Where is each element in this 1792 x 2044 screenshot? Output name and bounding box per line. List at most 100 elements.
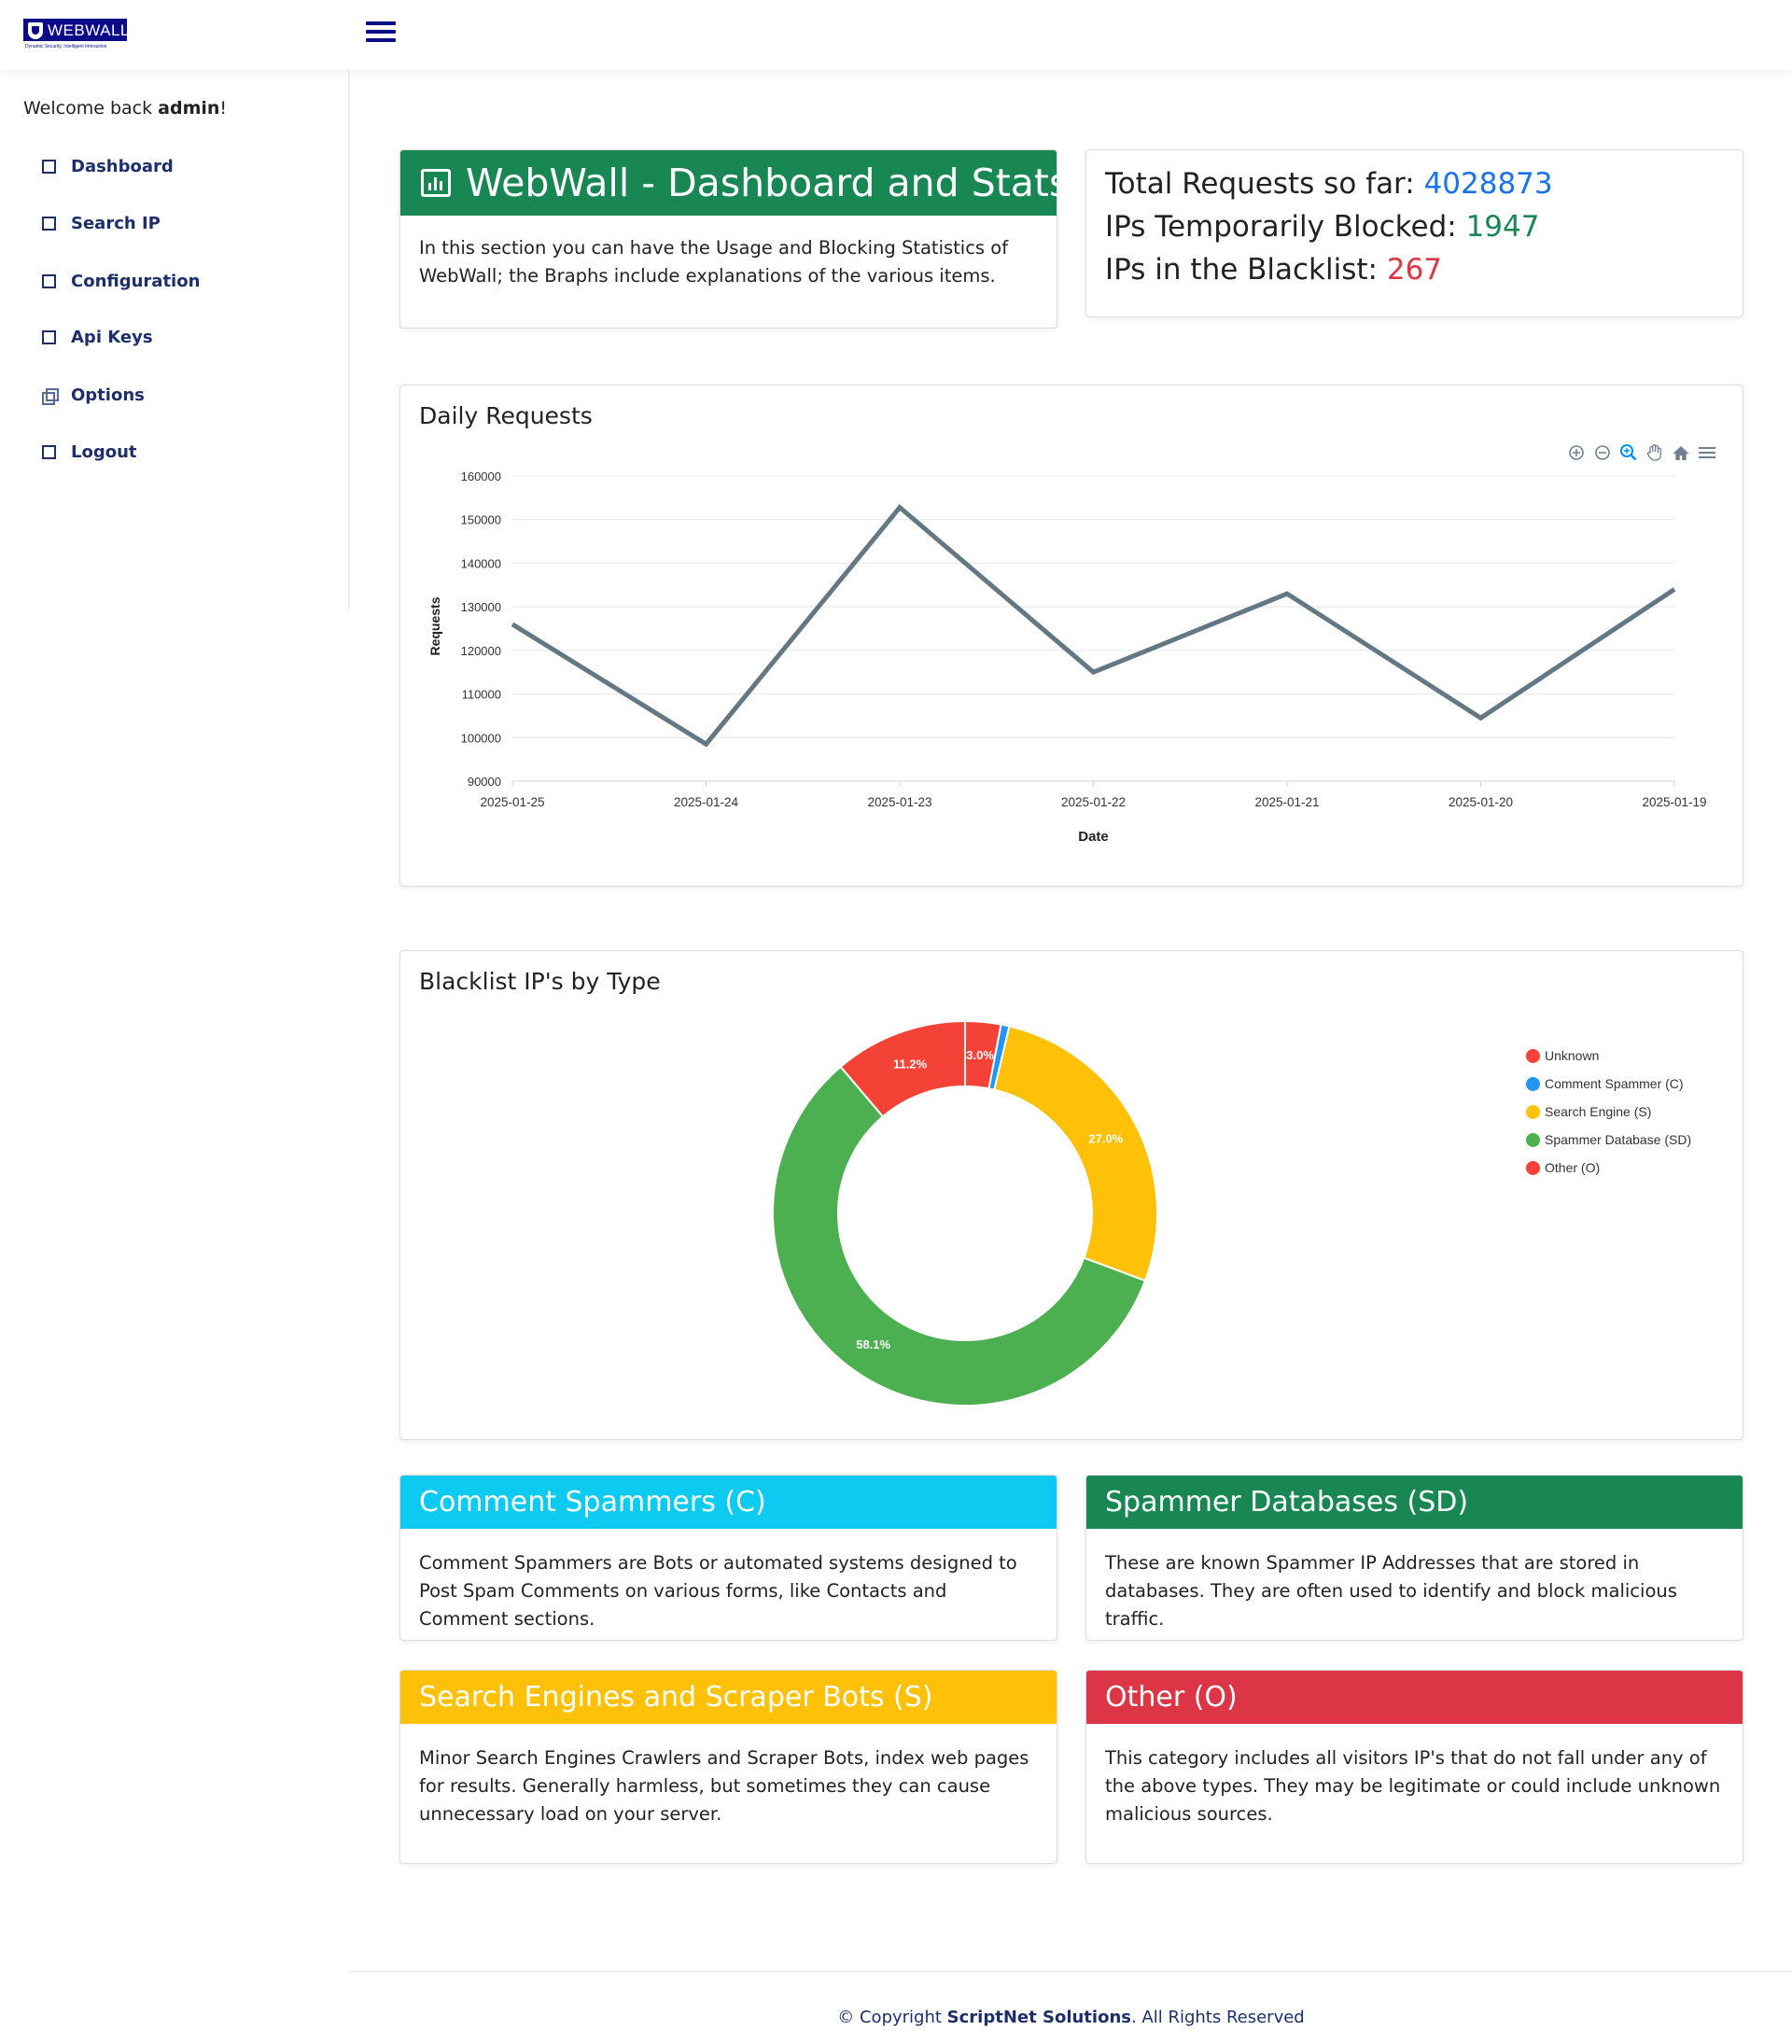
- temporarily-blocked-stat: IPs Temporarily Blocked: 1947: [1105, 210, 1540, 244]
- x-tick-label: 2025-01-21: [1254, 795, 1319, 809]
- logo-text: WEBWALL: [48, 21, 130, 39]
- dashboard-header: WebWall - Dashboard and Stats: [400, 150, 1069, 216]
- other-card: Other (O) This category includes all vis…: [1085, 1670, 1743, 1864]
- sidebar-item-search-ip[interactable]: Search IP: [42, 210, 161, 236]
- card-text: Comment Spammers are Bots or automated s…: [419, 1552, 1017, 1630]
- x-tick-label: 2025-01-24: [674, 795, 739, 809]
- selection-zoom-icon[interactable]: [1619, 443, 1638, 462]
- stats-summary-card: Total Requests so far: 4028873 IPs Tempo…: [1085, 149, 1743, 317]
- legend-item[interactable]: Unknown: [1526, 1042, 1691, 1070]
- zoom-in-icon[interactable]: [1567, 443, 1586, 462]
- card-header: Spammer Databases (SD): [1086, 1476, 1743, 1529]
- sidebar-item-dashboard[interactable]: Dashboard: [42, 153, 174, 179]
- x-tick-label: 2025-01-19: [1642, 795, 1706, 809]
- chart-legend: Unknown Comment Spammer (C) Search Engine …: [1526, 1042, 1691, 1182]
- x-axis-label: Date: [1078, 829, 1109, 845]
- logo-tagline: Dynamic Security, Intelligent Interactio…: [25, 44, 107, 49]
- legend-label: Unknown: [1545, 1048, 1600, 1063]
- x-tick-label: 2025-01-23: [867, 795, 931, 809]
- sidebar-item-options[interactable]: Options: [42, 382, 145, 408]
- dashboard-description: In this section you can have the Usage a…: [419, 237, 1009, 287]
- slice-data-label: 11.2%: [893, 1057, 928, 1071]
- dashboard-intro-card: WebWall - Dashboard and Stats In this se…: [399, 149, 1069, 329]
- blacklist-by-type-card: Blacklist IP's by Type 3.0% 27.0% 58.1% 11.…: [399, 950, 1743, 1440]
- welcome-message: Welcome back admin!: [23, 98, 228, 119]
- sidebar-item-api-keys[interactable]: Api Keys: [42, 324, 153, 350]
- sidebar-item-logout[interactable]: Logout: [42, 439, 137, 465]
- legend-label: Comment Spammer (C): [1545, 1076, 1684, 1091]
- pan-hand-icon[interactable]: [1645, 443, 1664, 462]
- square-icon: [42, 273, 56, 288]
- legend-marker: [1526, 1132, 1540, 1147]
- card-header: Comment Spammers (C): [400, 1476, 1057, 1529]
- legend-label: Spammer Database (SD): [1545, 1132, 1692, 1147]
- sidebar-item-label: Options: [71, 385, 145, 405]
- legend-label: Other (O): [1545, 1160, 1601, 1175]
- legend-item[interactable]: Other (O): [1526, 1154, 1691, 1182]
- donut-slice: [839, 1019, 966, 1118]
- chart-toolbar: [1567, 443, 1716, 462]
- square-icon: [42, 159, 56, 174]
- menu-icon[interactable]: [1698, 443, 1716, 462]
- blocked-value: 1947: [1465, 210, 1540, 244]
- slice-data-label: 3.0%: [966, 1048, 994, 1062]
- square-icon: [42, 216, 56, 231]
- blacklist-value: 267: [1386, 253, 1443, 287]
- legend-label: Search Engine (S): [1545, 1104, 1652, 1119]
- footer: © Copyright ScriptNet Solutions. All Rig…: [350, 1971, 1792, 2044]
- y-tick-label: 140000: [461, 556, 501, 570]
- donut-slice: [772, 1065, 1147, 1407]
- donut-slice: [993, 1025, 1158, 1282]
- logo-badge: WEBWALL: [23, 19, 130, 41]
- legend-marker: [1526, 1160, 1540, 1175]
- copy-icon: [42, 387, 59, 405]
- legend-item[interactable]: Search Engine (S): [1526, 1098, 1691, 1126]
- legend-marker: [1526, 1104, 1540, 1119]
- x-tick-label: 2025-01-25: [480, 795, 544, 809]
- blacklist-stat: IPs in the Blacklist: 267: [1105, 253, 1443, 287]
- sidebar-item-label: Search IP: [71, 213, 161, 233]
- shield-icon: [28, 22, 43, 39]
- total-requests-stat: Total Requests so far: 4028873: [1105, 167, 1553, 201]
- legend-item[interactable]: Comment Spammer (C): [1526, 1070, 1691, 1098]
- sidebar-item-configuration[interactable]: Configuration: [42, 268, 200, 294]
- card-header: Other (O): [1086, 1671, 1743, 1724]
- username: admin: [158, 98, 220, 119]
- sidebar-item-label: Api Keys: [71, 327, 153, 347]
- card-text: These are known Spammer IP Addresses tha…: [1105, 1552, 1677, 1630]
- card-text: Minor Search Engines Crawlers and Scrape…: [419, 1747, 1029, 1825]
- slice-data-label: 58.1%: [856, 1337, 890, 1351]
- chart-title: Blacklist IP's by Type: [419, 968, 661, 995]
- y-tick-label: 160000: [461, 469, 501, 483]
- daily-requests-line-chart: 90000 100000 110000 120000 130000 140000 15000…: [427, 469, 1707, 845]
- y-tick-label: 90000: [468, 775, 501, 789]
- hamburger-menu-icon[interactable]: [366, 21, 396, 49]
- y-tick-label: 110000: [462, 688, 501, 702]
- company-link[interactable]: ScriptNet Solutions: [946, 2008, 1131, 2027]
- legend-marker: [1526, 1076, 1540, 1091]
- x-tick-label: 2025-01-20: [1449, 795, 1513, 809]
- y-tick-label: 120000: [461, 644, 501, 658]
- top-bar: WEBWALL Dynamic Security, Intelligent In…: [0, 0, 1792, 70]
- comment-spammers-card: Comment Spammers (C) Comment Spammers ar…: [399, 1475, 1057, 1641]
- y-tick-label: 150000: [461, 513, 501, 527]
- blacklist-donut-chart: 3.0% 27.0% 58.1% 11.2%: [772, 1019, 1158, 1407]
- slice-data-label: 27.0%: [1088, 1132, 1123, 1146]
- total-requests-value: 4028873: [1423, 167, 1553, 201]
- zoom-out-icon[interactable]: [1593, 443, 1612, 462]
- legend-item[interactable]: Spammer Database (SD): [1526, 1126, 1691, 1154]
- legend-marker: [1526, 1048, 1540, 1063]
- x-tick-label: 2025-01-22: [1061, 795, 1126, 809]
- reset-home-icon[interactable]: [1672, 443, 1690, 462]
- sidebar: Welcome back admin! Dashboard Search IP …: [0, 70, 350, 611]
- spammer-databases-card: Spammer Databases (SD) These are known S…: [1085, 1475, 1743, 1641]
- webwall-logo[interactable]: WEBWALL Dynamic Security, Intelligent In…: [23, 19, 130, 50]
- y-tick-label: 100000: [461, 731, 501, 745]
- sidebar-item-label: Dashboard: [71, 156, 174, 176]
- card-text: This category includes all visitors IP's…: [1105, 1747, 1721, 1825]
- square-icon: [42, 444, 56, 459]
- square-icon: [42, 329, 56, 344]
- copyright-text: © Copyright ScriptNet Solutions. All Rig…: [837, 2008, 1305, 2027]
- search-engines-card: Search Engines and Scraper Bots (S) Mino…: [399, 1670, 1057, 1864]
- series-line: [511, 504, 1676, 748]
